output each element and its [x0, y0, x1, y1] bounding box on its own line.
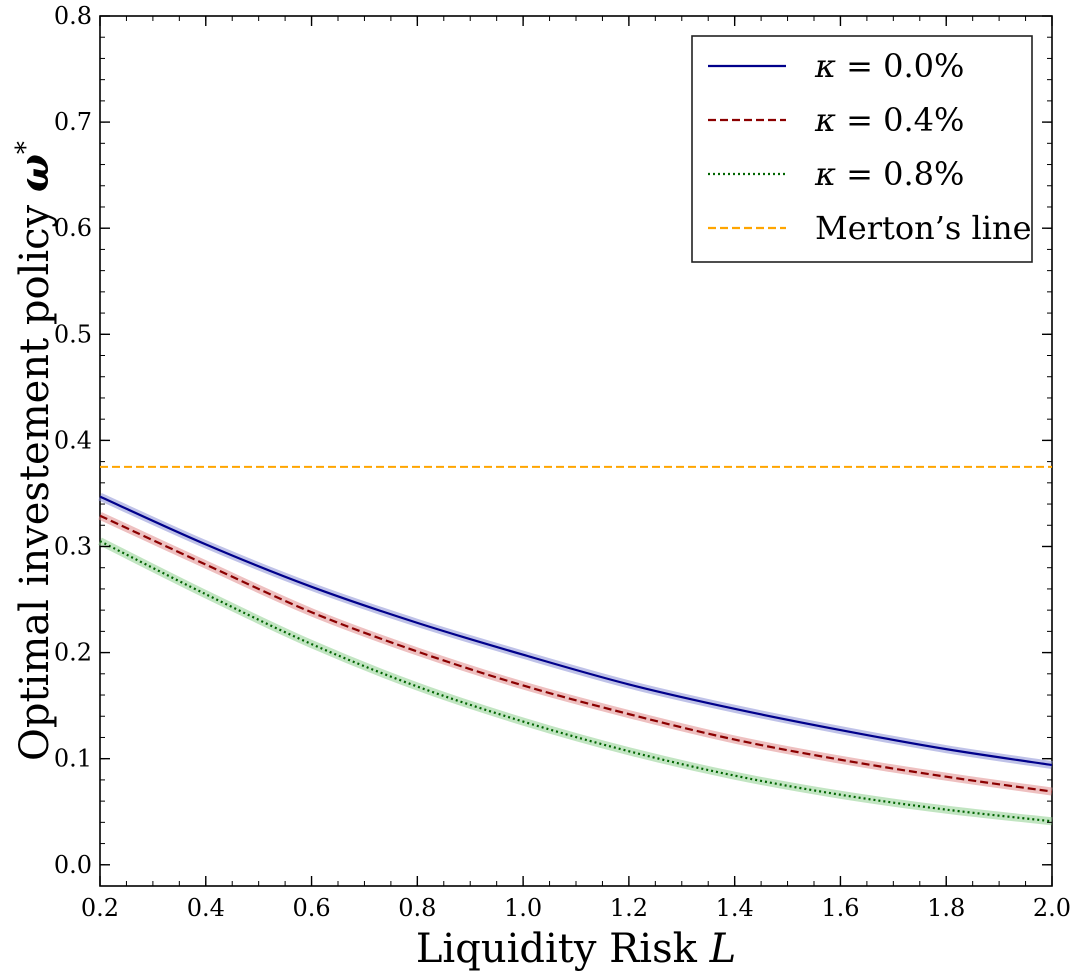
x-tick-label: 1.8: [927, 894, 965, 922]
series-band-0: [98, 492, 1053, 770]
legend-label: κ = 0.8%: [814, 155, 964, 193]
x-tick-label: 1.2: [610, 894, 648, 922]
series-line-1: [99, 514, 1053, 793]
legend: κ = 0.0% κ = 0.4% κ = 0.8% Merton’s line: [691, 35, 1033, 263]
legend-label: Merton’s line: [815, 209, 1032, 247]
series-line-2: [99, 540, 1053, 823]
y-tick-label: 0.2: [54, 639, 92, 667]
legend-box: [691, 35, 1033, 263]
x-tick-label: 2.0: [1033, 894, 1071, 922]
series-line-0: [99, 495, 1053, 767]
y-axis-title: Optimal investement policy ω*: [11, 141, 58, 761]
x-tick-label: 0.6: [292, 894, 330, 922]
tick-labels: 0.2 0.4 0.6 0.8 1.0 1.2 1.4 1.6 1.8 2.0 0.0 0.1 0.2 0…: [54, 2, 1071, 922]
legend-label: κ = 0.0%: [814, 47, 964, 85]
x-tick-label: 1.6: [821, 894, 859, 922]
y-tick-label: 0.8: [54, 2, 92, 30]
x-tick-label: 1.0: [504, 894, 542, 922]
x-axis-title: Liquidity Risk L: [416, 926, 736, 972]
y-tick-label: 0.0: [54, 851, 92, 879]
series-lines: [99, 465, 1053, 823]
axis-ticks: [99, 15, 1053, 887]
y-tick-label: 0.3: [54, 532, 92, 560]
x-tick-label: 1.4: [716, 894, 754, 922]
y-tick-label: 0.5: [54, 320, 92, 348]
x-tick-label: 0.4: [187, 894, 225, 922]
y-tick-label: 0.6: [54, 214, 92, 242]
y-tick-label: 0.4: [54, 426, 92, 454]
y-tick-label: 0.7: [54, 108, 92, 136]
x-tick-label: 0.2: [81, 894, 119, 922]
confidence-bands: [98, 492, 1053, 826]
legend-label: κ = 0.4%: [814, 101, 964, 139]
x-tick-label: 0.8: [398, 894, 436, 922]
legend-entries: κ = 0.0% κ = 0.4% κ = 0.8% Merton’s line: [708, 47, 1032, 247]
y-tick-label: 0.1: [54, 745, 92, 773]
